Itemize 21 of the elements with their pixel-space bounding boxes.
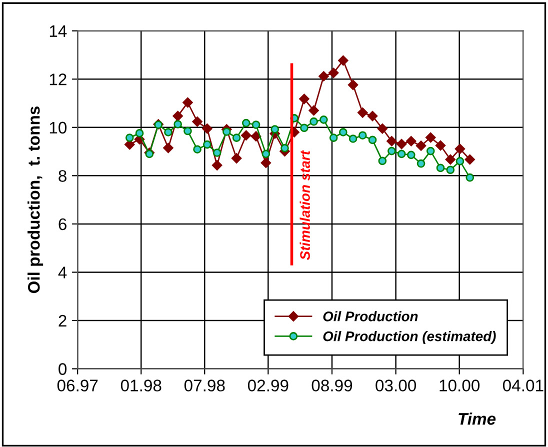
- x-tick-label: 08.99: [312, 380, 352, 392]
- y-tick-label: 14: [50, 25, 67, 37]
- y-tick-label: 10: [50, 122, 67, 134]
- x-tick-label: 04.01: [502, 380, 544, 392]
- x-axis-title: Time: [458, 412, 496, 425]
- y-tick-label: 0: [58, 363, 67, 375]
- y-tick-label: 4: [58, 266, 67, 278]
- y-axis-title: Oil production, t. tonns: [28, 106, 44, 294]
- x-tick-label: 01.98: [120, 380, 162, 392]
- x-tick-label: 10.00: [440, 380, 480, 392]
- legend-label: Oil Production (estimated): [323, 331, 496, 344]
- x-tick-label: 02.99: [248, 380, 288, 392]
- y-tick-label: 2: [58, 314, 66, 327]
- x-tick-label: 07.98: [184, 380, 225, 392]
- x-tick-label: 06.97: [57, 380, 98, 392]
- ref-line-label: Stimulation start: [300, 150, 310, 260]
- y-tick-label: 12: [50, 74, 66, 86]
- x-tick-label: 03.00: [376, 380, 416, 392]
- y-tick-label: 6: [58, 218, 66, 230]
- legend-label: Oil Production: [323, 311, 418, 322]
- y-tick-label: 8: [58, 170, 66, 182]
